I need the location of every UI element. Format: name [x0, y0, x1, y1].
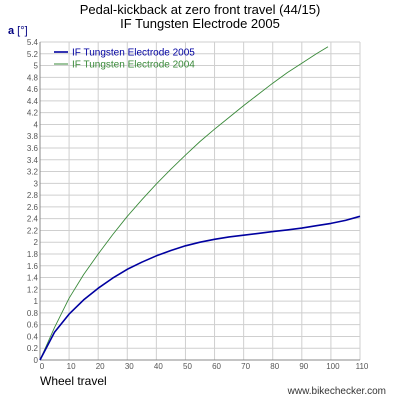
y-tick-label: 2: [34, 238, 39, 247]
x-tick-label: 10: [67, 362, 76, 371]
y-tick-label: 5.2: [27, 50, 39, 59]
y-axis-label-letter: a: [8, 25, 15, 37]
y-tick-label: 2.8: [27, 191, 39, 200]
series-line-2004: [39, 46, 329, 361]
y-tick-label: 1.4: [27, 274, 39, 283]
y-tick-label: 0.6: [27, 321, 39, 330]
chart-title: Pedal-kickback at zero front travel (44/…: [79, 2, 321, 17]
y-axis-label-unit: [°]: [14, 25, 28, 37]
y-tick-label: 4: [34, 120, 39, 129]
x-tick-label: 80: [270, 362, 279, 371]
y-tick-label: 0.8: [27, 309, 39, 318]
y-tick-label: 4.2: [27, 109, 39, 118]
y-tick-label: 4.8: [27, 73, 39, 82]
y-tick-label: 4.6: [27, 85, 39, 94]
y-tick-label: 4.4: [27, 97, 39, 106]
x-tick-label: 30: [125, 362, 134, 371]
series-line-2005: [39, 215, 361, 361]
y-tick-label: 1: [34, 297, 39, 306]
x-tick-label: 90: [299, 362, 308, 371]
legend-entry: IF Tungsten Electrode 2005: [72, 48, 195, 59]
x-tick-label: 100: [326, 362, 340, 371]
y-tick-label: 2.2: [27, 226, 39, 235]
y-tick-label: 3: [34, 179, 39, 188]
legend-entry: IF Tungsten Electrode 2004: [72, 60, 195, 71]
y-tick-label: 1.2: [27, 285, 39, 294]
y-tick-label: 1.8: [27, 250, 39, 259]
y-tick-label: 2.4: [27, 215, 39, 224]
y-tick-label: 3.8: [27, 132, 39, 141]
watermark: www.bikechecker.com: [287, 386, 386, 397]
y-tick-label: 0.2: [27, 344, 39, 353]
x-tick-label: 40: [154, 362, 163, 371]
y-tick-label: 0.4: [27, 332, 39, 341]
x-tick-label: 70: [241, 362, 250, 371]
x-tick-label: 50: [183, 362, 192, 371]
plot-area: [40, 42, 360, 360]
y-tick-label: 2.6: [27, 203, 39, 212]
chart-subtitle: IF Tungsten Electrode 2005: [120, 16, 280, 31]
x-tick-label: 20: [96, 362, 105, 371]
y-tick-label: 3.6: [27, 144, 39, 153]
x-tick-label: 60: [212, 362, 221, 371]
x-axis-label: Wheel travel: [40, 374, 107, 388]
y-tick-label: 3.2: [27, 168, 39, 177]
x-tick-label: 110: [356, 362, 369, 371]
y-tick-label: 1.6: [27, 262, 39, 271]
y-tick-label: 5: [34, 62, 39, 71]
y-tick-label: 0: [34, 356, 39, 365]
x-tick-label: 0: [40, 362, 45, 371]
y-tick-label: 3.4: [27, 156, 39, 165]
y-axis-label: a [°]: [8, 25, 28, 37]
y-tick-label: 5.4: [27, 38, 39, 47]
